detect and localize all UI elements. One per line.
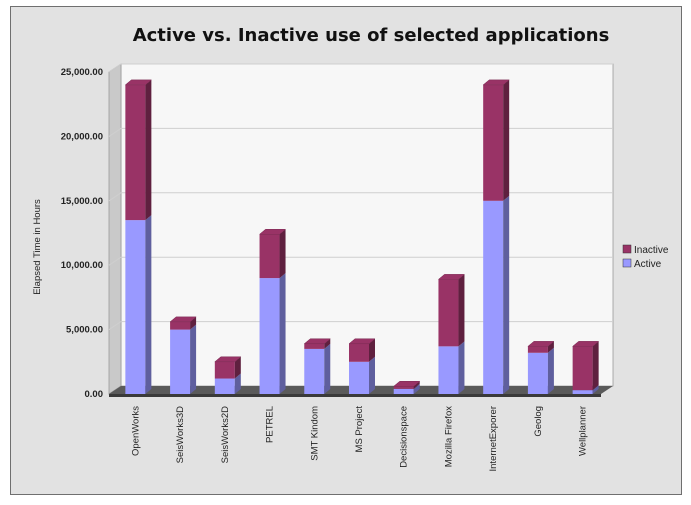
bar-top [169, 316, 197, 323]
bar-top [214, 356, 242, 363]
bar-active-side [234, 373, 241, 394]
y-tick-label: 5,000.00 [66, 325, 103, 336]
bar-active-front [483, 200, 504, 394]
plot-side-wall [108, 63, 122, 395]
bar-inactive-side [234, 356, 241, 379]
bar-inactive-side [369, 338, 375, 362]
bar-inactive-front [527, 346, 548, 353]
bar-top [437, 274, 466, 280]
bar-active-side [413, 383, 420, 394]
bar-top [124, 79, 153, 86]
y-tick-label: 20,000.00 [61, 131, 103, 142]
bar-active-front [527, 352, 548, 394]
gridline [108, 192, 613, 202]
x-tick-label: SeisWorks3D [175, 406, 186, 464]
bar-top [303, 338, 331, 345]
bar-inactive-front [349, 343, 369, 362]
bar-inactive-side [324, 338, 331, 349]
gridline [108, 127, 613, 137]
bar-inactive-front [125, 84, 146, 221]
legend-swatch [622, 244, 632, 254]
bar-active-front [170, 329, 191, 394]
bar-active-front [349, 361, 369, 394]
bar-inactive-front [304, 343, 325, 349]
bar-inactive-front [214, 361, 235, 379]
y-tick-label: 10,000.00 [61, 260, 103, 271]
bar-active-front [572, 390, 593, 394]
bar-inactive-front [393, 386, 414, 389]
bar-inactive-side [413, 381, 420, 389]
bar-inactive-side [145, 79, 152, 221]
x-tick-label: OpenWorks [130, 406, 141, 456]
bar-active-side [190, 324, 197, 394]
x-tick-label: Geolog [533, 406, 544, 437]
bar-active-front [214, 378, 235, 394]
bar-active-side [145, 215, 152, 394]
bar-top [258, 229, 287, 235]
y-tick-label: 0.00 [85, 389, 104, 400]
bar-top [527, 341, 555, 347]
bar-active-side [547, 347, 554, 394]
bar-inactive-front [170, 321, 191, 330]
bar-active-front [438, 346, 459, 394]
chart-title: Active vs. Inactive use of selected appl… [133, 25, 610, 46]
legend-swatch [622, 258, 632, 268]
bar-active-front [125, 220, 146, 394]
bar-top [348, 338, 376, 345]
bar-top [482, 79, 510, 86]
y-tick-label: 25,000.00 [61, 67, 103, 78]
bar-active-front [259, 278, 280, 394]
bar-active-side [503, 195, 510, 394]
gridline [108, 256, 613, 266]
bar-inactive-side [190, 316, 197, 330]
chart-svg: Active vs. Inactive use of selected appl… [32, 25, 677, 471]
x-tick-label: PETREL [265, 406, 276, 443]
gridline [108, 63, 613, 73]
x-tick-label: InternetExporer [488, 406, 499, 471]
chart-frame: Active vs. Inactive use of selected appl… [10, 6, 682, 495]
x-tick-label: Decisionspace [399, 406, 410, 468]
legend-label: Active [634, 259, 662, 270]
bar-inactive-side [279, 229, 286, 279]
bar-inactive-side [547, 341, 554, 353]
y-axis-label: Elapsed Time in Hours [32, 199, 43, 295]
bar-inactive-front [572, 346, 593, 391]
x-tick-label: SMT Kindom [309, 406, 320, 461]
plot-floor-edge [109, 394, 601, 397]
bar-inactive-front [438, 279, 459, 347]
bar-active-front [393, 388, 414, 394]
bar-active-side [592, 385, 599, 394]
bar-inactive-front [483, 84, 504, 201]
x-tick-label: MS Project [354, 406, 365, 453]
bar-inactive-side [503, 79, 510, 201]
x-tick-label: Mozilla Firefox [443, 406, 454, 467]
bar-inactive-front [259, 234, 280, 279]
bar-active-side [279, 273, 286, 394]
bar-active-side [324, 343, 331, 394]
bar-inactive-side [458, 274, 465, 347]
bar-active-side [369, 356, 375, 394]
bar-top [393, 381, 421, 387]
plot-area: 0.00 5,000.00 10,000.00 15,000.00 20,000.00 2… [61, 63, 614, 471]
legend: Inactive Active [619, 241, 677, 275]
x-tick-label: Wellplanner [578, 406, 589, 456]
y-tick-label: 15,000.00 [61, 196, 103, 207]
legend-label: Inactive [634, 245, 669, 256]
bar-active-side [458, 341, 465, 394]
x-tick-label: SeisWorks2D [220, 406, 231, 464]
bar-top [571, 341, 600, 347]
bar-active-front [304, 348, 325, 394]
bar-inactive-side [592, 341, 599, 391]
